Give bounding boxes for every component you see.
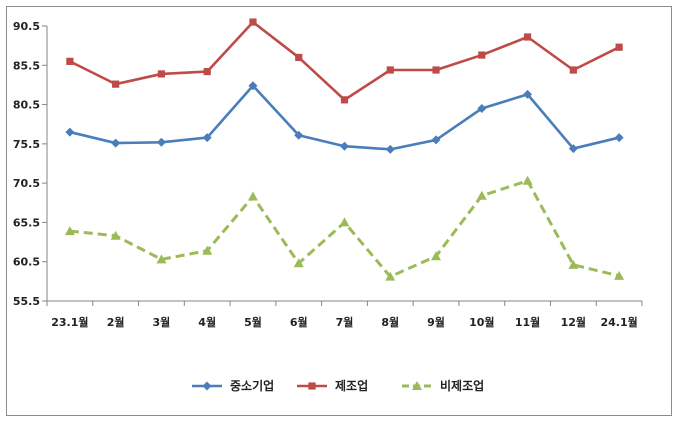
data-point	[340, 96, 349, 104]
data-point	[110, 230, 121, 240]
data-point	[295, 53, 303, 62]
x-tick-label: 6월	[290, 315, 308, 329]
x-tick-label: 10월	[469, 315, 494, 329]
data-point	[478, 51, 486, 59]
data-point	[202, 133, 212, 143]
series-1	[65, 81, 624, 154]
y-tick-label: 90.5	[13, 20, 40, 33]
legend-marker	[202, 381, 212, 391]
data-point	[156, 137, 166, 147]
data-point	[294, 130, 304, 140]
x-tick-label: 23.1월	[51, 315, 88, 329]
data-point	[615, 43, 623, 51]
series-2	[66, 18, 623, 104]
x-tick-label: 5월	[244, 315, 262, 329]
data-point	[431, 135, 441, 145]
data-point	[65, 127, 75, 137]
data-point	[568, 259, 579, 269]
data-point	[111, 138, 121, 148]
data-point	[385, 271, 396, 281]
series-line	[69, 20, 620, 102]
x-tick-label: 9월	[427, 315, 445, 329]
data-point	[112, 80, 120, 88]
data-point	[293, 258, 304, 268]
data-point	[64, 226, 75, 236]
legend-marker	[308, 382, 316, 390]
data-point	[523, 33, 532, 41]
plot-area	[64, 18, 625, 281]
legend-item-3: 비제조업	[402, 378, 484, 393]
y-tick-label: 55.5	[13, 295, 40, 308]
legend-marker	[412, 381, 422, 390]
x-tick-label: 2월	[107, 315, 125, 329]
x-tick-label: 7월	[336, 315, 354, 329]
x-tick-label: 8월	[381, 315, 399, 329]
data-point	[339, 217, 350, 227]
legend-label: 제조업	[335, 379, 368, 393]
data-point	[247, 191, 258, 201]
data-point	[248, 81, 258, 91]
data-point	[614, 270, 625, 280]
data-point	[156, 254, 167, 264]
y-tick-label: 60.5	[13, 256, 40, 269]
data-point	[431, 251, 442, 261]
data-point	[477, 104, 487, 113]
chart-frame	[6, 6, 672, 416]
data-point	[523, 89, 533, 99]
x-tick-label: 4월	[198, 315, 216, 329]
x-tick-label: 3월	[153, 315, 171, 329]
data-point	[476, 190, 487, 200]
data-point	[432, 66, 440, 74]
y-tick-label: 85.5	[13, 59, 40, 72]
data-point	[66, 57, 74, 65]
y-tick-label: 70.5	[13, 177, 40, 190]
data-point	[340, 141, 349, 151]
x-tick-label: 11월	[515, 315, 540, 329]
y-tick-label: 75.5	[13, 138, 40, 151]
y-tick-label: 80.5	[13, 99, 40, 112]
series-line	[69, 179, 620, 279]
legend: 중소기업 제조업 비제조업	[192, 378, 484, 393]
data-point	[614, 133, 624, 143]
legend-label: 중소기업	[230, 378, 274, 393]
series-3	[64, 175, 625, 281]
legend-item-1: 중소기업	[192, 378, 274, 393]
legend-item-2: 제조업	[297, 379, 368, 393]
data-point	[202, 245, 213, 255]
data-point	[385, 144, 395, 154]
y-tick-label: 65.5	[13, 216, 40, 229]
data-point	[386, 66, 394, 74]
series-line	[69, 84, 620, 151]
axes: 90.5 85.5 80.5 75.5 70.5 65.5 60.5 55.5 23.1월 2월 3…	[13, 20, 643, 329]
data-point	[249, 18, 257, 26]
legend-label: 비제조업	[440, 378, 484, 393]
data-point	[569, 66, 577, 74]
x-tick-label: 24.1월	[600, 315, 637, 329]
data-point	[203, 67, 211, 76]
data-point	[522, 175, 533, 185]
data-point	[568, 144, 578, 154]
x-tick-label: 12월	[561, 315, 586, 329]
data-point	[157, 70, 166, 78]
